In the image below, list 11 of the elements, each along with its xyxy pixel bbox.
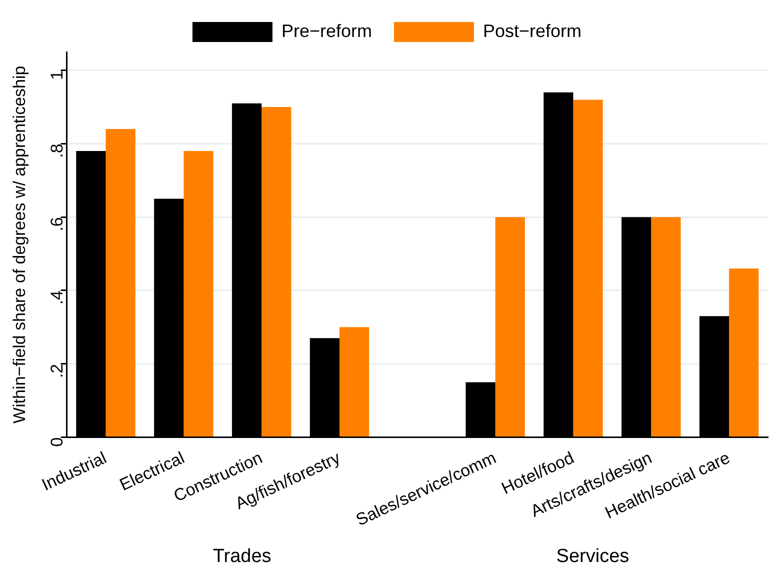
y-tick-label: .8: [47, 144, 66, 158]
text: Services: [556, 546, 630, 568]
legend-label: Pre−reform: [281, 20, 372, 41]
y-tick-label: .2: [47, 364, 66, 378]
y-tick-label: .4: [47, 290, 66, 305]
text: Trades: [212, 546, 272, 568]
y-tick-label: 0: [47, 437, 66, 447]
y-tick-label: 1: [47, 70, 66, 80]
y-axis-title: Within−field share of degrees w/ apprenticeship: [10, 66, 29, 424]
legend-label: Post−reform: [482, 20, 582, 41]
y-tick-label: .6: [47, 217, 66, 232]
